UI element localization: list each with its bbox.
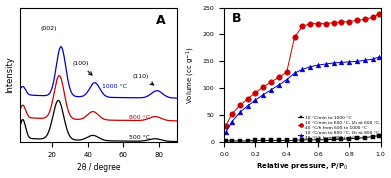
X-axis label: Relative pressure, P/P$_0$: Relative pressure, P/P$_0$: [256, 162, 348, 172]
Text: A: A: [156, 14, 166, 27]
Text: (110): (110): [133, 74, 154, 85]
Text: 500 °C: 500 °C: [129, 135, 150, 140]
Text: 1000 °C: 1000 °C: [102, 84, 127, 89]
Text: (002): (002): [40, 26, 57, 31]
Y-axis label: Volume (cc g$^{-1}$): Volume (cc g$^{-1}$): [185, 46, 197, 104]
Text: B: B: [232, 12, 242, 25]
Y-axis label: Intensity: Intensity: [5, 56, 14, 93]
Text: 800 °C: 800 °C: [129, 115, 150, 120]
Legend: 10 °C/min to 1000 °C, 10 °C/min to 600 °C, 1h at 600 °C,
40 °C/h from 600 to 100: 10 °C/min to 1000 °C, 10 °C/min to 600 °…: [298, 116, 380, 140]
X-axis label: 2θ / degree: 2θ / degree: [77, 163, 120, 172]
Text: (100): (100): [72, 61, 92, 75]
